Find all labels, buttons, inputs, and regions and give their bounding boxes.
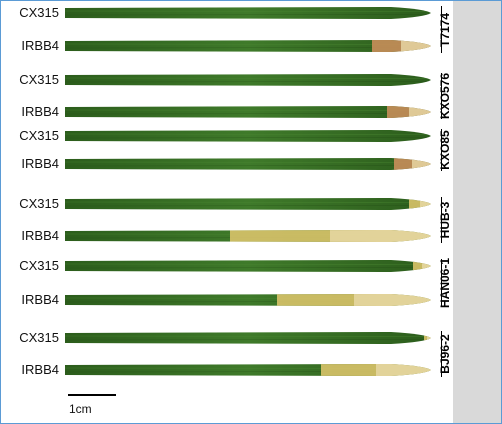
leaf-image (65, 129, 431, 143)
strain-label: KXO85 (438, 130, 452, 170)
strain-bracket (441, 6, 442, 53)
cultivar-label: CX315 (19, 258, 59, 273)
strain-bracket (441, 331, 442, 377)
cultivar-label: IRBB4 (21, 38, 59, 53)
strain-label: BJ96-2 (438, 334, 452, 374)
cultivar-label: IRBB4 (21, 156, 59, 171)
leaf-image (65, 363, 431, 377)
cultivar-label: IRBB4 (21, 362, 59, 377)
strain-bracket (441, 259, 442, 307)
leaf-image (65, 157, 431, 171)
cultivar-label: CX315 (19, 5, 59, 20)
strain-label: T7174 (438, 12, 452, 47)
strain-bracket (441, 129, 442, 171)
strain-label: KXO576 (438, 72, 452, 120)
cultivar-label: IRBB4 (21, 228, 59, 243)
leaf-image (65, 73, 431, 87)
leaf-image (65, 229, 431, 243)
leaf-image (65, 259, 431, 273)
leaf-image (65, 197, 431, 211)
leaf-image (65, 331, 431, 345)
leaf-image (65, 6, 431, 20)
leaf-image (65, 105, 431, 119)
strain-label: HAN06-1 (438, 258, 452, 309)
cultivar-label: CX315 (19, 330, 59, 345)
cultivar-label: IRBB4 (21, 104, 59, 119)
strain-bracket (441, 73, 442, 119)
scale-bar-label: 1cm (69, 402, 92, 416)
cultivar-label: CX315 (19, 128, 59, 143)
cultivar-label: CX315 (19, 196, 59, 211)
leaf-image (65, 39, 431, 53)
leaf-image (65, 293, 431, 307)
cultivar-label: IRBB4 (21, 292, 59, 307)
side-panel (453, 1, 501, 423)
scale-bar (68, 394, 116, 396)
strain-label: HUB-3 (438, 201, 452, 239)
cultivar-label: CX315 (19, 72, 59, 87)
strain-bracket (441, 197, 442, 243)
